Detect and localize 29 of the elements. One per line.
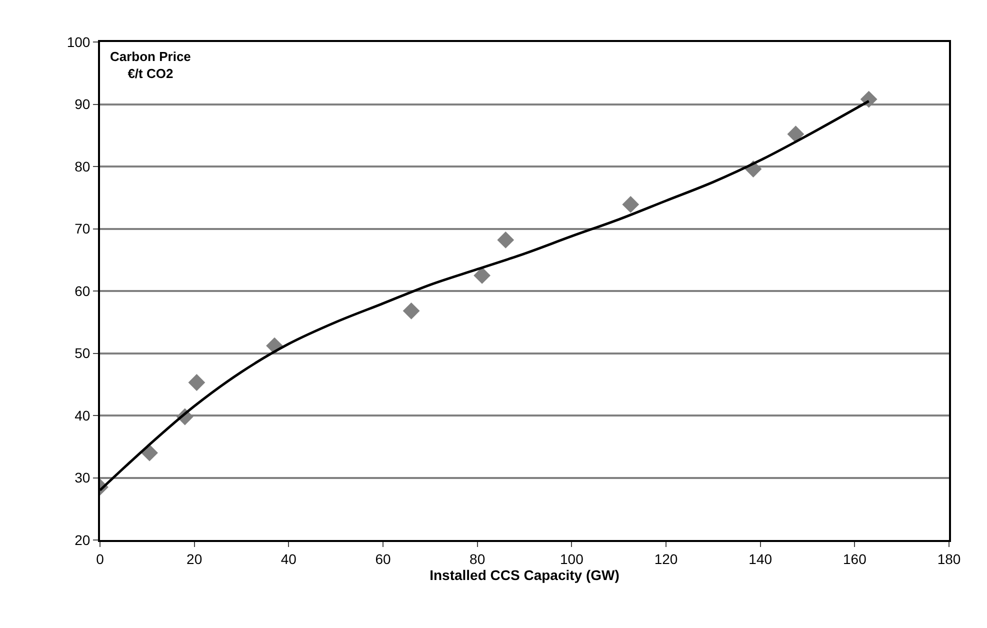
y-tick-label: 90 (74, 96, 90, 112)
x-tick-label: 0 (96, 550, 104, 567)
x-tick-label: 40 (280, 550, 297, 567)
y-tick-label: 80 (74, 158, 90, 174)
x-tick-label: 100 (560, 550, 584, 567)
x-tick-label: 80 (470, 550, 486, 567)
y-tick-label: 30 (74, 470, 90, 486)
x-tick-label: 20 (186, 550, 202, 567)
y-tick-label: 70 (74, 220, 90, 237)
x-tick-label: 160 (842, 550, 867, 567)
point (622, 196, 640, 213)
y-tick-label: 50 (74, 345, 90, 362)
y-axis-title: Carbon Price €/t CO2 (110, 49, 191, 81)
point (141, 444, 158, 462)
x-tick-label: 140 (748, 550, 772, 567)
x-tick-label: 60 (375, 550, 391, 567)
y-tick-label: 100 (66, 34, 90, 50)
point (474, 266, 490, 284)
y-tick-label: 40 (74, 407, 90, 424)
y-tick-label: 60 (74, 282, 90, 299)
y-tick-label: 20 (74, 532, 90, 548)
point (860, 90, 878, 108)
point (402, 302, 420, 320)
x-tick-label: 120 (654, 550, 678, 567)
point (188, 374, 206, 391)
x-axis-title: Installed CCS Capacity (GW) (430, 566, 620, 583)
point (787, 126, 804, 143)
x-tick-label: 180 (937, 550, 961, 567)
point (497, 232, 514, 248)
